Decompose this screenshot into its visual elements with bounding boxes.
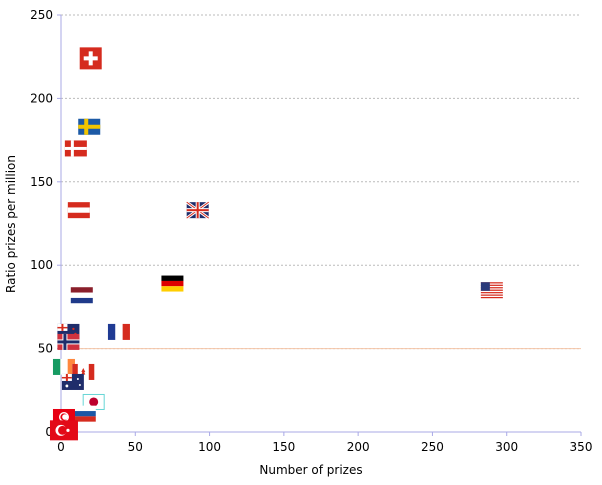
netherlands-flag bbox=[70, 287, 93, 304]
sweden-flag bbox=[78, 118, 101, 135]
x-tick-label: 0 bbox=[57, 440, 65, 454]
y-tick-label: 0 bbox=[45, 425, 53, 439]
x-tick-label: 300 bbox=[495, 440, 518, 454]
x-tick-label: 100 bbox=[198, 440, 221, 454]
y-tick-label: 100 bbox=[30, 258, 53, 272]
y-tick-label: 250 bbox=[30, 8, 53, 22]
usa-flag bbox=[480, 282, 503, 299]
denmark-flag bbox=[64, 140, 87, 157]
turkey-flag bbox=[49, 420, 78, 441]
axis-layer: 0 50 100 150 200 250 0 50 100 150 200 250 300 350 bbox=[30, 8, 592, 454]
y-tick-label: 150 bbox=[30, 175, 53, 189]
uk-flag bbox=[185, 200, 210, 220]
x-tick-label: 50 bbox=[128, 440, 143, 454]
france-flag bbox=[107, 323, 130, 340]
norway-flag bbox=[57, 333, 80, 350]
x-tick-label: 350 bbox=[570, 440, 593, 454]
y-axis-title: Ratio prizes per million bbox=[4, 155, 18, 293]
x-axis-title: Number of prizes bbox=[259, 463, 362, 477]
x-tick-label: 200 bbox=[347, 440, 370, 454]
switzerland-flag bbox=[79, 47, 102, 70]
germany-flag bbox=[161, 275, 184, 292]
x-tick-label: 250 bbox=[421, 440, 444, 454]
grid-layer bbox=[61, 14, 581, 350]
x-tick-label: 150 bbox=[272, 440, 295, 454]
ireland-flag bbox=[52, 358, 75, 375]
australia-flag bbox=[61, 373, 84, 390]
y-tick-label: 200 bbox=[30, 91, 53, 105]
y-tick-label: 50 bbox=[38, 342, 53, 356]
points-layer bbox=[49, 47, 503, 441]
russia-flag bbox=[73, 405, 96, 422]
austria-flag bbox=[67, 202, 90, 219]
